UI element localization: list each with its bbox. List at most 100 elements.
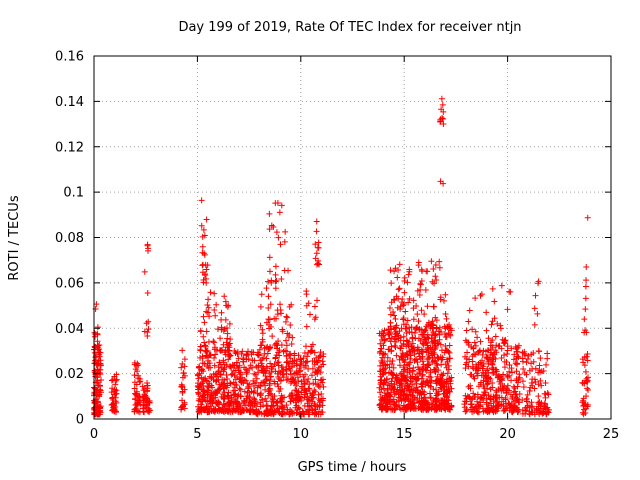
data-point [536,348,543,355]
data-point [403,396,410,403]
data-point [433,325,440,332]
data-point [215,399,222,406]
data-point [387,319,394,326]
data-point [93,374,100,381]
data-point [400,315,407,322]
data-point [543,361,550,368]
data-point [278,341,285,348]
data-point [432,403,439,410]
data-point [532,365,539,372]
data-point [436,264,443,271]
data-point [240,358,247,365]
data-point [503,359,510,366]
data-point [536,362,543,369]
data-point [113,376,120,383]
data-point [497,325,504,332]
data-point [179,388,186,395]
data-point [145,318,152,325]
data-point [379,354,386,361]
data-point [305,385,312,392]
data-point [432,386,439,393]
data-point [203,266,210,273]
data-point [424,331,431,338]
data-point [237,386,244,393]
data-point [143,393,150,400]
chart-title: Day 199 of 2019, Rate Of TEC Index for r… [178,20,521,35]
data-point [414,347,421,354]
x-axis-label: GPS time / hours [298,460,407,475]
data-point [438,328,445,335]
data-point [584,357,591,364]
data-point [397,334,404,341]
data-point [437,296,444,303]
data-point [463,407,470,414]
data-point [208,390,215,397]
data-point [283,377,290,384]
data-point [267,376,274,383]
data-point [440,297,447,304]
data-point [301,391,308,398]
data-point [273,399,280,406]
data-point [272,263,279,270]
data-point [489,285,496,292]
data-point [285,375,292,382]
data-point [438,95,445,102]
y-tick-label: 0 [76,413,84,428]
data-point [112,391,119,398]
data-point [232,349,239,356]
data-point [382,350,389,357]
data-point [388,334,395,341]
data-point [246,389,253,396]
data-point [271,380,278,387]
data-point [401,385,408,392]
data-point [475,383,482,390]
data-point [522,351,529,358]
data-point [237,378,244,385]
data-point [211,362,218,369]
data-point [532,292,539,299]
data-point [133,407,140,414]
data-point [243,351,250,358]
data-point [478,291,485,298]
x-tick-label: 10 [293,427,310,442]
data-point [197,354,204,361]
data-point [423,339,430,346]
data-point [537,355,544,362]
data-point [542,394,549,401]
data-point [203,328,210,335]
data-point [490,366,497,373]
data-point [201,342,208,349]
data-point [289,358,296,365]
data-point [516,390,523,397]
data-point [303,323,310,330]
data-point [504,347,511,354]
data-point [309,365,316,372]
data-point [96,351,103,358]
data-point [315,244,322,251]
data-point [291,350,298,357]
data-point [414,375,421,382]
data-point [390,309,397,316]
data-point [401,289,408,296]
data-point [270,396,277,403]
data-point [524,356,531,363]
data-point [582,283,589,290]
data-point [448,403,455,410]
data-point [141,399,148,406]
data-point [131,372,138,379]
data-point [376,350,383,357]
data-point [275,408,282,415]
data-point [205,338,212,345]
data-point [396,285,403,292]
data-point [419,372,426,379]
data-point [145,398,152,405]
data-point [418,400,425,407]
data-point [529,409,536,416]
data-point [257,391,264,398]
data-point [512,388,519,395]
data-point [112,403,119,410]
data-point [254,390,261,397]
data-point [276,347,283,354]
data-point [516,371,523,378]
